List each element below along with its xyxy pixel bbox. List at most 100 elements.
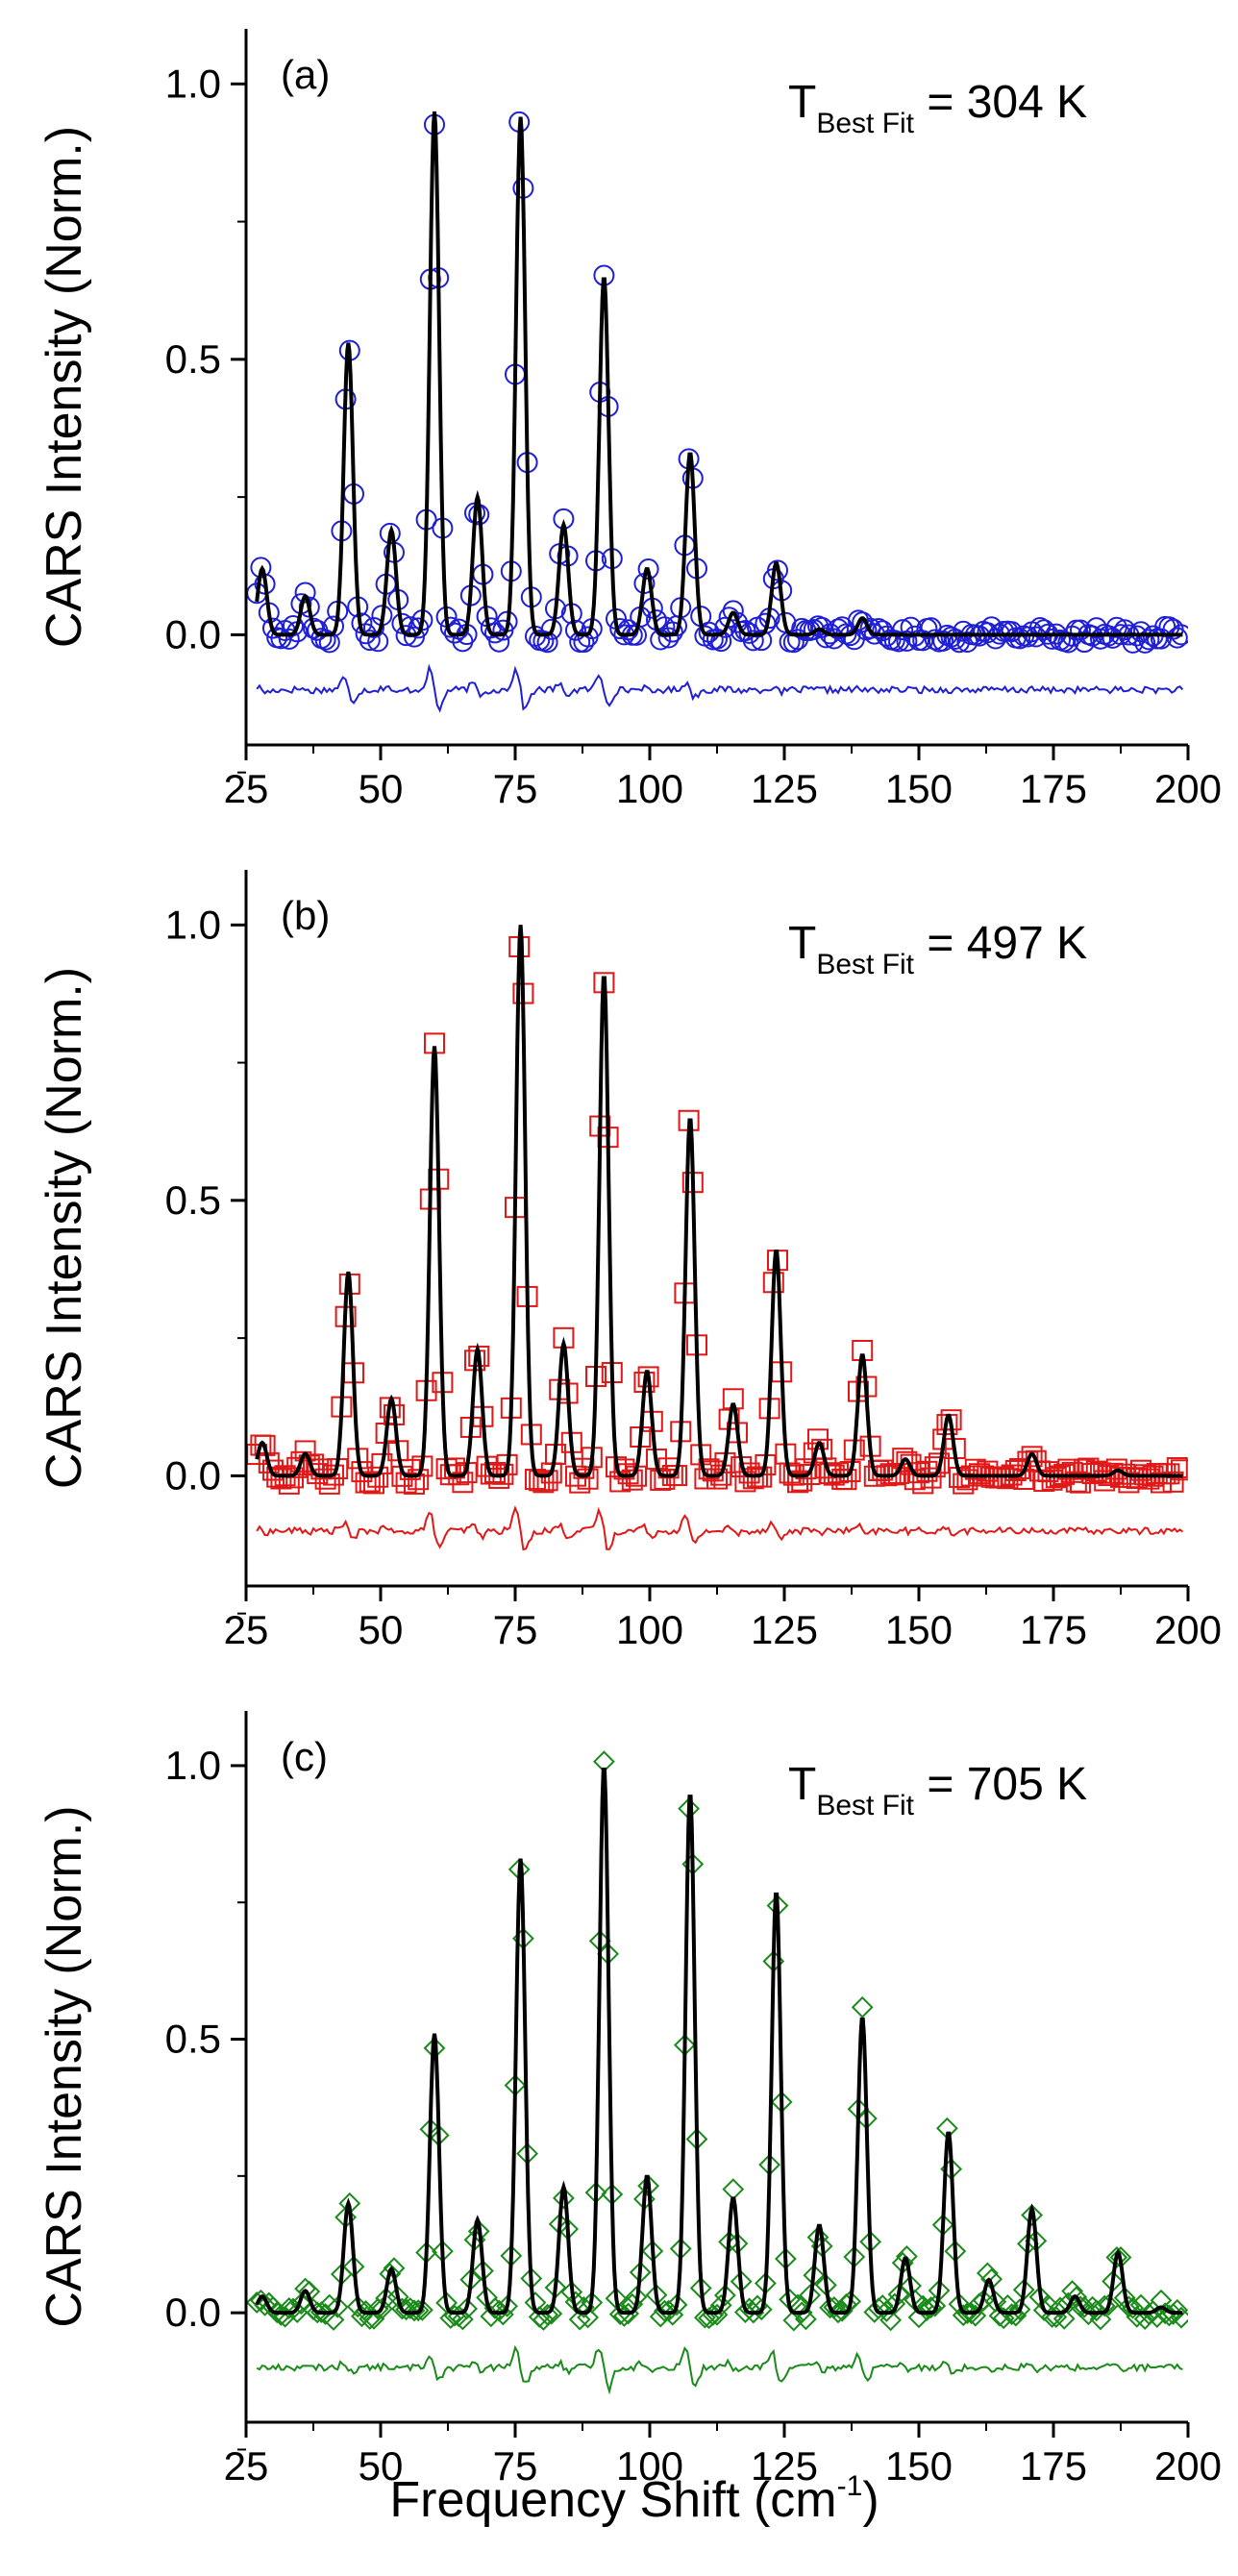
data-point [706, 628, 728, 650]
x-tick-label: 75 [493, 2443, 538, 2489]
data-point [613, 1458, 635, 1480]
data-point [1162, 1471, 1184, 1493]
data-point [565, 619, 586, 641]
data-markers [246, 1750, 1188, 2332]
data-point [467, 2219, 490, 2242]
data-point [944, 628, 966, 650]
data-point [924, 2294, 947, 2317]
x-tick-label: 175 [1020, 1607, 1087, 1652]
data-point [1025, 626, 1047, 648]
x-tick-label: 150 [885, 2443, 953, 2489]
data-point [710, 631, 732, 653]
x-tick-label: 100 [616, 766, 683, 811]
x-tick-label: 50 [359, 1607, 404, 1652]
y-tick-label: 0.0 [165, 611, 221, 656]
data-point [875, 2300, 898, 2322]
data-point [294, 582, 316, 604]
data-point [540, 2302, 563, 2325]
data-point [581, 2291, 604, 2314]
data-point [823, 628, 845, 650]
data-point [1085, 2299, 1108, 2322]
x-tick-label: 200 [1154, 1607, 1222, 1652]
data-point [1021, 2204, 1044, 2226]
x-tick-label: 150 [885, 1607, 953, 1652]
data-point [924, 629, 946, 651]
data-point [892, 619, 914, 641]
x-tick-label: 125 [751, 766, 818, 811]
data-point [1001, 621, 1023, 643]
y-tick-label: 0.5 [165, 1177, 221, 1223]
data-point [714, 616, 736, 638]
chart-panel-3: 25 50 75 100 125 150 175 200 0.0 0.5 1.0 CARS Inten… [37, 1711, 1222, 2489]
fit-line [255, 1767, 1183, 2316]
data-point [1041, 628, 1063, 650]
x-tick-label: 75 [493, 766, 538, 811]
data-point [1008, 2298, 1031, 2321]
data-point [444, 1457, 465, 1479]
fit-line [255, 111, 1183, 637]
data-point [1138, 629, 1160, 651]
x-tick-label: 175 [1020, 766, 1087, 811]
data-point [992, 2307, 1015, 2330]
temperature-annotation: TBest Fit = 304 K [788, 77, 1087, 139]
y-tick-label: 1.0 [165, 902, 221, 947]
data-point [706, 1468, 728, 1490]
data-point [1158, 1463, 1180, 1485]
data-point [278, 628, 300, 650]
data-markers [246, 111, 1188, 654]
y-axis-title: CARS Intensity (Norm.) [37, 967, 92, 1489]
data-point [488, 1467, 510, 1489]
data-point [722, 2178, 745, 2201]
x-tick-label: 175 [1020, 2443, 1087, 2489]
data-point [1009, 628, 1030, 650]
chart-panel-1: 25 50 75 100 125 150 175 200 0.0 0.5 1.0 CARS Inten… [37, 29, 1222, 811]
data-point [456, 2297, 479, 2320]
temperature-annotation: TBest Fit = 705 K [788, 1759, 1087, 1821]
residual-line [256, 2344, 1183, 2395]
data-point [379, 2263, 402, 2285]
data-point [750, 2298, 773, 2321]
data-point [395, 1472, 417, 1494]
data-point [1150, 2289, 1173, 2312]
data-point [1130, 1459, 1151, 1481]
data-point [568, 2308, 591, 2331]
x-tick-label: 125 [751, 2443, 818, 2489]
data-point [363, 616, 384, 638]
data-point [1166, 2298, 1188, 2321]
x-tick-label: 100 [616, 2443, 683, 2489]
data-point [408, 1469, 430, 1491]
data-point [787, 1472, 808, 1494]
y-tick-label: 0.5 [165, 336, 221, 382]
data-point [371, 1452, 393, 1474]
y-tick-label: 0.0 [165, 1452, 221, 1498]
data-point [359, 630, 381, 652]
data-point [1085, 617, 1107, 639]
data-point [410, 2298, 433, 2321]
data-point [806, 2226, 829, 2249]
data-point [851, 1995, 874, 2019]
data-point [1105, 2246, 1128, 2268]
chart-panel-2: 25 50 75 100 125 150 175 200 0.0 0.5 1.0 CARS Inten… [37, 870, 1222, 1652]
x-tick-label: 125 [751, 1607, 818, 1652]
data-point [1097, 2293, 1120, 2316]
data-point [1089, 2308, 1112, 2331]
data-point [912, 630, 934, 652]
panel-label: (c) [281, 1734, 328, 1779]
data-point [742, 1468, 764, 1490]
data-point [650, 1469, 672, 1491]
data-point [621, 1469, 643, 1491]
data-point [1056, 2291, 1079, 2315]
data-point [879, 2309, 903, 2332]
data-point [835, 1469, 857, 1491]
data-point [536, 1470, 558, 1492]
data-point [326, 2295, 349, 2318]
x-tick-label: 150 [885, 766, 953, 811]
x-tick-label: 200 [1154, 2443, 1222, 2489]
data-point [782, 2309, 805, 2332]
data-point [560, 2281, 583, 2304]
data-point [1133, 2308, 1156, 2330]
x-tick-label: 100 [616, 1607, 683, 1652]
data-point [270, 1468, 292, 1490]
x-tick-label: 50 [359, 2443, 404, 2489]
